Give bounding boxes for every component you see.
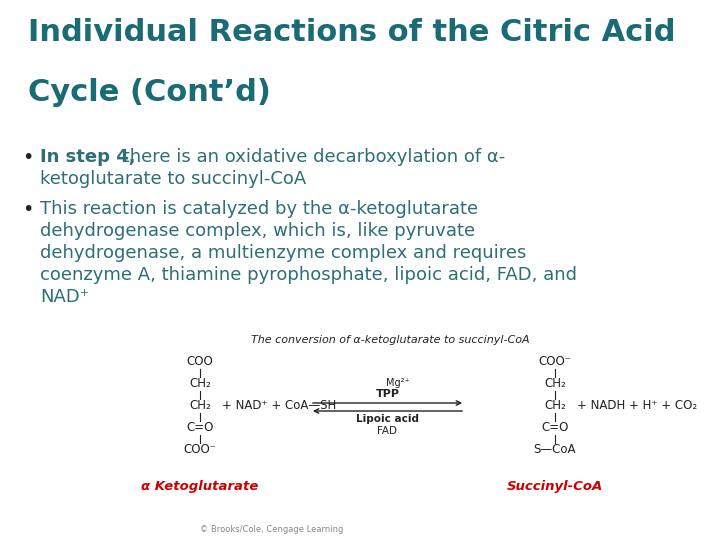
Text: © Brooks/Cole, Cengage Learning: © Brooks/Cole, Cengage Learning bbox=[200, 525, 343, 534]
Text: C=O: C=O bbox=[541, 421, 569, 434]
Text: In step 4,: In step 4, bbox=[40, 148, 135, 166]
Text: CH₂: CH₂ bbox=[544, 377, 566, 390]
Text: S—CoA: S—CoA bbox=[534, 443, 576, 456]
Text: dehydrogenase, a multienzyme complex and requires: dehydrogenase, a multienzyme complex and… bbox=[40, 244, 526, 262]
Text: + NAD⁺ + CoA—SH: + NAD⁺ + CoA—SH bbox=[222, 399, 336, 412]
Text: Mg²⁺: Mg²⁺ bbox=[386, 378, 410, 388]
Text: TPP: TPP bbox=[376, 389, 400, 399]
Text: COO⁻: COO⁻ bbox=[539, 355, 572, 368]
Text: ketoglutarate to succinyl-CoA: ketoglutarate to succinyl-CoA bbox=[40, 170, 306, 188]
Text: This reaction is catalyzed by the α-ketoglutarate: This reaction is catalyzed by the α-keto… bbox=[40, 200, 478, 218]
Text: Cycle (Cont’d): Cycle (Cont’d) bbox=[28, 78, 271, 107]
Text: FAD: FAD bbox=[377, 426, 397, 436]
Text: CH₂: CH₂ bbox=[189, 399, 211, 412]
Text: Individual Reactions of the Citric Acid: Individual Reactions of the Citric Acid bbox=[28, 18, 675, 47]
Text: The conversion of α-ketoglutarate to succinyl-CoA: The conversion of α-ketoglutarate to suc… bbox=[251, 335, 529, 345]
Text: •: • bbox=[22, 200, 33, 219]
Text: Lipoic acid: Lipoic acid bbox=[356, 414, 419, 424]
Text: NAD⁺: NAD⁺ bbox=[40, 288, 89, 306]
Text: CH₂: CH₂ bbox=[544, 399, 566, 412]
Text: dehydrogenase complex, which is, like pyruvate: dehydrogenase complex, which is, like py… bbox=[40, 222, 475, 240]
Text: COO⁻: COO⁻ bbox=[184, 443, 217, 456]
Text: there is an oxidative decarboxylation of α-: there is an oxidative decarboxylation of… bbox=[117, 148, 505, 166]
Text: Succinyl-CoA: Succinyl-CoA bbox=[507, 480, 603, 493]
Text: •: • bbox=[22, 148, 33, 167]
Text: CH₂: CH₂ bbox=[189, 377, 211, 390]
Text: α Ketoglutarate: α Ketoglutarate bbox=[141, 480, 258, 493]
Text: C=O: C=O bbox=[186, 421, 214, 434]
Text: coenzyme A, thiamine pyrophosphate, lipoic acid, FAD, and: coenzyme A, thiamine pyrophosphate, lipo… bbox=[40, 266, 577, 284]
Text: + NADH + H⁺ + CO₂: + NADH + H⁺ + CO₂ bbox=[577, 399, 697, 412]
Text: COO: COO bbox=[186, 355, 213, 368]
